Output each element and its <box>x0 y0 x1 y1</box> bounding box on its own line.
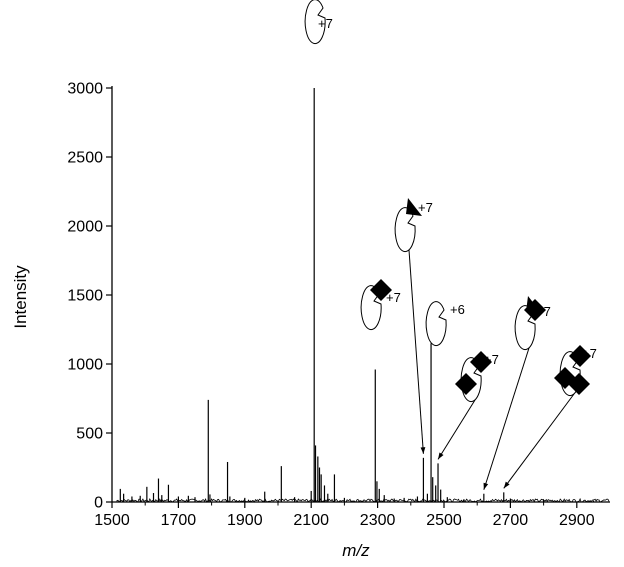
open-loop-icon <box>360 285 382 331</box>
y-tick-label: 1000 <box>67 357 103 374</box>
square-icon <box>370 279 392 301</box>
square-icon <box>569 345 591 367</box>
open-loop-annotation: +7 <box>304 0 333 45</box>
open-loop-icon <box>425 301 447 347</box>
arrowhead-icon <box>420 447 426 454</box>
charge-label: +7 <box>582 346 597 361</box>
x-tick-label: 2100 <box>293 512 329 529</box>
y-tick-label: 500 <box>76 426 103 443</box>
x-tick-label: 2900 <box>559 512 595 529</box>
loop-with-square-annotation: +7 <box>360 279 401 331</box>
x-tick-label: 2700 <box>493 512 529 529</box>
loop-with-square-and-triangle-annotation: +7 <box>483 296 551 490</box>
annotation-arrow <box>483 347 530 490</box>
open-loop-icon <box>514 305 536 351</box>
loop-with-two-squares-annotation: +7 <box>437 351 499 460</box>
loop-with-triangle-annotation: +7 <box>394 198 433 454</box>
arrowhead-icon <box>503 481 510 489</box>
x-axis-label: m/z <box>342 541 370 560</box>
y-tick-label: 0 <box>94 495 103 512</box>
arrowhead-icon <box>483 482 489 490</box>
y-tick-label: 2500 <box>67 150 103 167</box>
annotation-glyphs: +7 +7 +7 +6 +7 +7 +7 <box>304 0 597 490</box>
triangle-icon <box>526 296 542 314</box>
baseline-noise <box>116 497 610 503</box>
axes: 0 500 1000 1500 2000 2500 3000 1500 1700 1900 2100… <box>67 81 610 529</box>
charge-label: +6 <box>450 302 465 317</box>
charge-label: +7 <box>386 290 401 305</box>
y-axis-label: Intensity <box>11 265 30 329</box>
x-tick-label: 1900 <box>227 512 263 529</box>
x-tick-label: 1700 <box>161 512 197 529</box>
spectrum-trace <box>116 88 610 503</box>
charge-label: +7 <box>318 16 333 31</box>
charge-label: +7 <box>484 352 499 367</box>
open-loop-icon <box>304 0 326 45</box>
square-icon <box>455 373 477 395</box>
y-tick-label: 1500 <box>67 288 103 305</box>
square-icon <box>568 373 590 395</box>
loop-with-three-squares-annotation: +7 <box>503 345 597 489</box>
square-icon <box>470 351 492 373</box>
x-tick-label: 1500 <box>94 512 130 529</box>
charge-label: +7 <box>418 200 433 215</box>
annotation-arrow <box>437 399 476 460</box>
x-tick-label: 2500 <box>426 512 462 529</box>
annotation-arrow <box>408 249 424 454</box>
open-loop-annotation: +6 <box>425 301 465 347</box>
x-tick-label: 2300 <box>360 512 396 529</box>
arrowhead-icon <box>438 452 444 460</box>
open-loop-icon <box>394 207 416 253</box>
charge-label: +7 <box>536 304 551 319</box>
triangle-icon <box>406 198 422 216</box>
annotation-arrow <box>503 393 575 489</box>
y-tick-label: 2000 <box>67 219 103 236</box>
y-tick-label: 3000 <box>67 81 103 98</box>
